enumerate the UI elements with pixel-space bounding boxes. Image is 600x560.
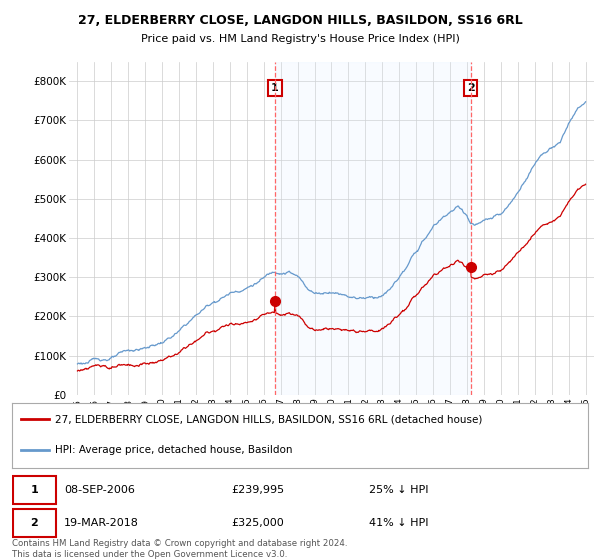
FancyBboxPatch shape (13, 509, 56, 537)
Text: 1: 1 (271, 83, 279, 94)
Text: 19-MAR-2018: 19-MAR-2018 (64, 518, 139, 528)
Text: £325,000: £325,000 (231, 518, 284, 528)
Text: 1: 1 (31, 485, 38, 495)
Text: 41% ↓ HPI: 41% ↓ HPI (369, 518, 428, 528)
Text: 25% ↓ HPI: 25% ↓ HPI (369, 485, 428, 495)
Text: 27, ELDERBERRY CLOSE, LANGDON HILLS, BASILDON, SS16 6RL: 27, ELDERBERRY CLOSE, LANGDON HILLS, BAS… (77, 14, 523, 27)
Text: £239,995: £239,995 (231, 485, 284, 495)
FancyBboxPatch shape (13, 476, 56, 504)
Text: Price paid vs. HM Land Registry's House Price Index (HPI): Price paid vs. HM Land Registry's House … (140, 34, 460, 44)
Text: 2: 2 (31, 518, 38, 528)
Text: 08-SEP-2006: 08-SEP-2006 (64, 485, 135, 495)
Text: 2: 2 (467, 83, 475, 94)
Bar (275, 62, 470, 395)
Text: 27, ELDERBERRY CLOSE, LANGDON HILLS, BASILDON, SS16 6RL (detached house): 27, ELDERBERRY CLOSE, LANGDON HILLS, BAS… (55, 414, 482, 424)
Text: HPI: Average price, detached house, Basildon: HPI: Average price, detached house, Basi… (55, 445, 293, 455)
Text: Contains HM Land Registry data © Crown copyright and database right 2024.
This d: Contains HM Land Registry data © Crown c… (12, 539, 347, 559)
